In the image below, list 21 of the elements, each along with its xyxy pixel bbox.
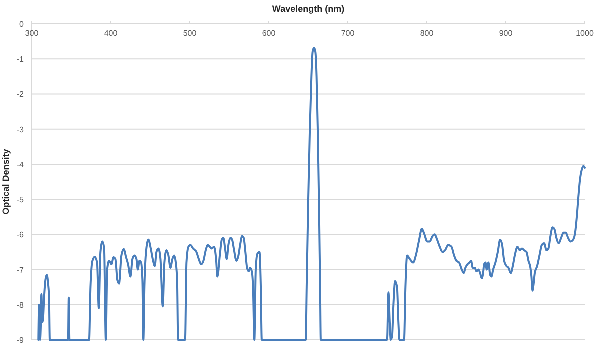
y-axis-title: Optical Density (1, 149, 11, 215)
x-tick-label: 300 (25, 29, 40, 38)
y-tick-label: -7 (16, 266, 25, 275)
x-axis-title: Wavelength (nm) (272, 4, 345, 14)
y-tick-label: -5 (16, 196, 25, 205)
x-tick-label: 800 (420, 29, 434, 38)
x-tick-label: 700 (341, 29, 356, 38)
y-tick-label: -9 (16, 336, 25, 345)
y-tick-label: -2 (16, 90, 25, 100)
x-tick-label: 400 (104, 29, 118, 38)
y-tick-label: -4 (16, 160, 25, 170)
x-tick-label: 900 (499, 29, 514, 38)
y-tick-label: -1 (16, 55, 25, 64)
x-tick-label: 600 (262, 29, 276, 38)
y-tick-label: 0 (20, 20, 25, 29)
y-tick-label: -8 (16, 300, 25, 310)
line-series (38, 46, 586, 341)
y-tick-label: -3 (16, 125, 25, 134)
x-tick-label: 500 (183, 29, 198, 38)
x-tick-label: 1000 (576, 29, 594, 38)
y-tick-label: -6 (16, 230, 25, 240)
